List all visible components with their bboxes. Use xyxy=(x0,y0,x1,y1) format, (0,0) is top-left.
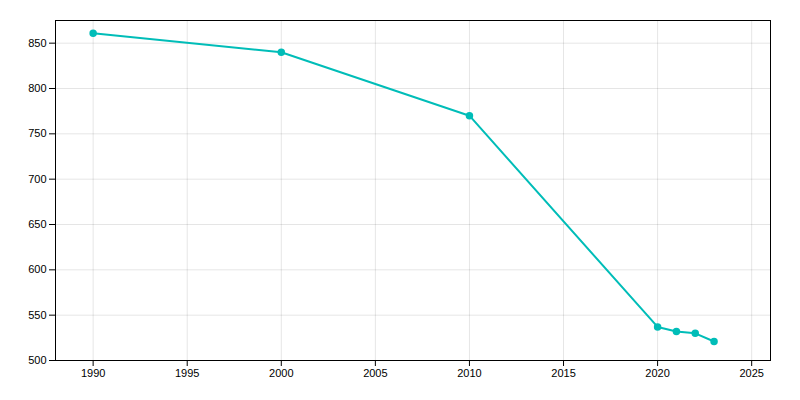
svg-text:2015: 2015 xyxy=(551,367,575,379)
svg-text:850: 850 xyxy=(28,37,46,49)
svg-text:500: 500 xyxy=(28,354,46,366)
svg-text:2005: 2005 xyxy=(363,367,387,379)
svg-text:1990: 1990 xyxy=(81,367,105,379)
svg-text:750: 750 xyxy=(28,127,46,139)
svg-text:2000: 2000 xyxy=(269,367,293,379)
svg-text:2010: 2010 xyxy=(457,367,481,379)
svg-text:550: 550 xyxy=(28,309,46,321)
svg-text:700: 700 xyxy=(28,173,46,185)
svg-text:800: 800 xyxy=(28,82,46,94)
svg-text:650: 650 xyxy=(28,218,46,230)
svg-text:1995: 1995 xyxy=(175,367,199,379)
svg-text:2020: 2020 xyxy=(645,367,669,379)
svg-text:600: 600 xyxy=(28,263,46,275)
svg-text:2025: 2025 xyxy=(739,367,763,379)
